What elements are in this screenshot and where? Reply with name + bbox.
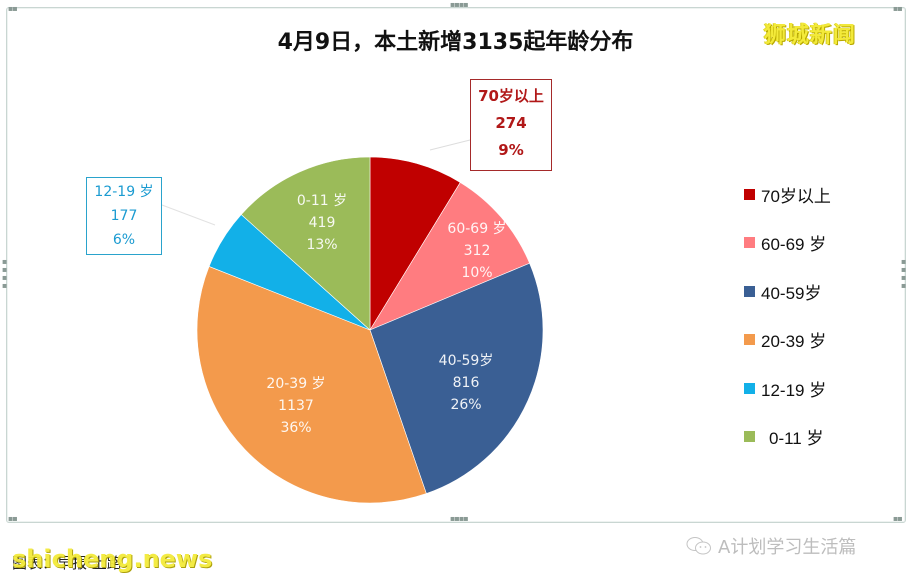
callout-label: 70岁以上 [478, 87, 544, 105]
callout-value: 177 [110, 208, 138, 224]
resize-handle-left[interactable]: ▪▪▪▪ [2, 257, 7, 290]
source-credit: 图表：早报 上路 [12, 554, 122, 572]
legend-swatch-icon [744, 188, 755, 200]
resize-handle-bottom[interactable]: ▪▪▪▪ [450, 514, 469, 523]
watermark-logo: 狮城新闻 [764, 23, 857, 48]
wechat-icon [686, 537, 711, 555]
pie-slice[interactable] [196, 266, 427, 504]
legend-swatch-icon [744, 237, 755, 249]
resize-handle-bottom-left[interactable]: ▪▪ [8, 514, 18, 523]
legend-label: 70岁以上 [761, 186, 831, 206]
slice-label-text: 0-11 岁 [296, 193, 348, 209]
legend-swatch-icon [744, 431, 755, 443]
account-name: A计划学习生活篇 [718, 537, 857, 558]
legend-swatch-icon [744, 334, 755, 346]
slice-label-percent: 26% [450, 397, 482, 413]
resize-handle-right[interactable]: ▪▪▪▪ [901, 257, 906, 290]
legend-swatch-icon [744, 285, 755, 297]
legend-label: 0-11 岁 [769, 429, 824, 449]
legend-item-70-plus[interactable]: 70岁以上 [744, 170, 831, 219]
slice-label-value: 312 [463, 243, 491, 259]
leader-line-12 [161, 204, 216, 226]
slice-label-percent: 13% [306, 237, 338, 253]
resize-handle-top-left[interactable]: ▪▪ [8, 4, 18, 13]
slice-label-value: 419 [308, 215, 336, 231]
slice-label-value: 1137 [278, 398, 314, 414]
resize-handle-bottom-right[interactable]: ▪▪ [893, 514, 903, 523]
legend-item-40-59[interactable]: 40-59岁 [744, 267, 831, 316]
slice-label-0-11: 0-11 岁 419 13% [280, 190, 364, 256]
legend-label: 12-19 岁 [761, 380, 827, 400]
watermark-url: shicheng.news [12, 545, 213, 573]
callout-value: 274 [495, 114, 527, 132]
slice-label-60-69: 60-69 岁 312 10% [432, 218, 522, 284]
legend-item-0-11[interactable]: 0-11 岁 [744, 413, 831, 462]
pie-slices [196, 156, 544, 504]
legend-swatch-icon [744, 382, 755, 394]
pie-slice[interactable] [240, 156, 371, 331]
slice-label-40-59: 40-59岁 816 26% [418, 350, 514, 416]
callout-label: 12-19 岁 [94, 184, 154, 200]
legend-item-12-19[interactable]: 12-19 岁 [744, 364, 831, 413]
chart-title: 4月9日，本土新增3135起年龄分布 [277, 30, 634, 55]
pie-slice[interactable] [369, 182, 530, 331]
slice-label-text: 20-39 岁 [266, 376, 326, 392]
legend-label: 20-39 岁 [761, 332, 827, 352]
legend-label: 40-59岁 [761, 283, 822, 303]
slice-label-value: 816 [452, 375, 480, 391]
callout-percent: 6% [112, 232, 136, 248]
slice-label-20-39: 20-39 岁 1137 36% [248, 373, 344, 439]
callout-70-plus: 70岁以上 274 9% [470, 79, 552, 171]
leader-line-70 [429, 139, 471, 151]
slice-label-percent: 10% [461, 265, 493, 281]
legend-label: 60-69 岁 [761, 235, 827, 255]
slice-label-percent: 36% [280, 420, 312, 436]
legend-item-20-39[interactable]: 20-39 岁 [744, 316, 831, 365]
slice-label-text: 40-59岁 [438, 353, 494, 369]
callout-12-19: 12-19 岁 177 6% [86, 177, 162, 255]
pie-slice[interactable] [369, 156, 461, 332]
wechat-account: A计划学习生活篇 [686, 533, 856, 559]
slice-label-text: 60-69 岁 [447, 221, 507, 237]
pie-slice[interactable] [369, 262, 544, 494]
resize-handle-top[interactable]: ▪▪▪▪ [450, 0, 469, 9]
legend-item-60-69[interactable]: 60-69 岁 [744, 219, 831, 268]
resize-handle-top-right[interactable]: ▪▪ [893, 4, 903, 13]
callout-percent: 9% [498, 141, 524, 159]
chart-legend: 70岁以上 60-69 岁 40-59岁 20-39 岁 12-19 岁 0-1… [744, 170, 831, 461]
